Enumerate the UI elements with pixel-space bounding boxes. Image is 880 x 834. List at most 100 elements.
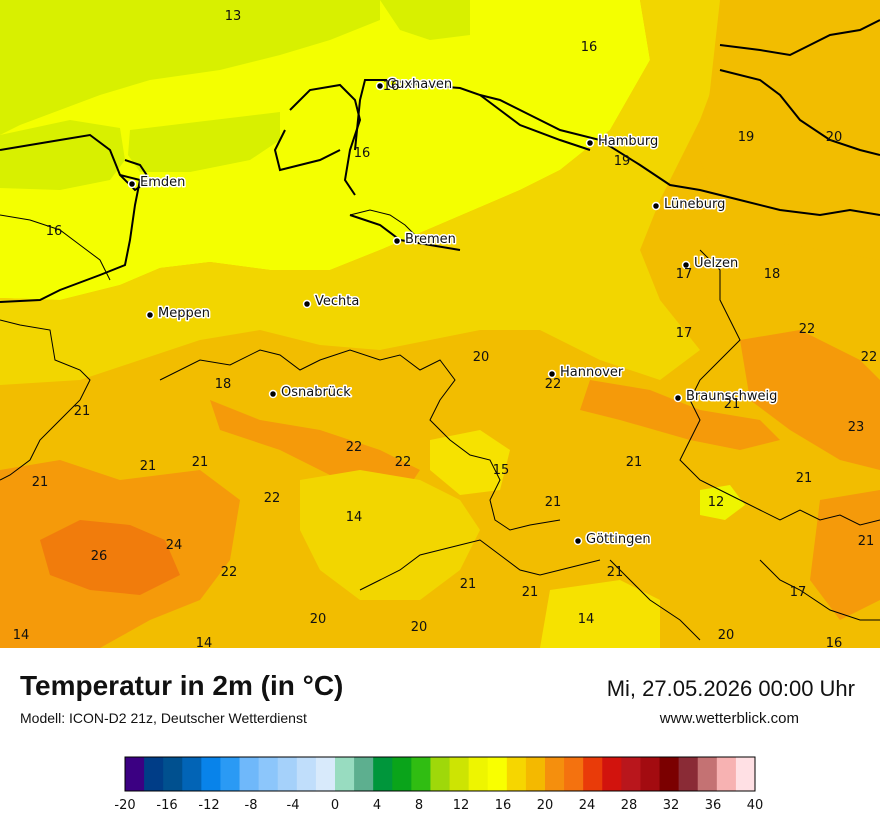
legend-swatch (392, 757, 412, 791)
coastline-lines (0, 19, 880, 303)
temp-value: 21 (724, 397, 741, 412)
temp-value: 21 (626, 455, 643, 470)
legend-tick-label: 16 (495, 798, 512, 813)
border-hesse (359, 539, 601, 591)
temperature-values: 13 16 16 16 19 20 19 16 17 18 17 22 20 2… (13, 9, 878, 648)
city-label-hannover: Hannover (560, 365, 624, 380)
city-label-lueneburg: Lüneburg (664, 197, 725, 212)
zone-14-south (540, 580, 660, 648)
footer: Temperatur in 2m (in °C) Modell: ICON-D2… (0, 648, 880, 830)
legend-swatch (564, 757, 584, 791)
legend-swatch (716, 757, 737, 791)
temp-value: 22 (395, 455, 412, 470)
legend-tick-label: -8 (245, 798, 258, 813)
border-saxony-anhalt (679, 249, 880, 526)
coastline-jade (289, 83, 362, 196)
city-label-uelzen: Uelzen (694, 256, 738, 271)
legend-swatch (697, 757, 718, 791)
legend-swatch (144, 757, 164, 791)
temp-value: 22 (346, 440, 363, 455)
city-dot (651, 201, 661, 211)
border-nl (0, 214, 111, 281)
temp-value: 22 (545, 377, 562, 392)
legend-tick-label: 0 (331, 798, 339, 813)
legend-swatch (659, 757, 680, 791)
website-link[interactable]: www.wetterblick.com (659, 710, 799, 727)
legend-tick-label: -16 (156, 798, 177, 813)
temp-value: 19 (614, 154, 631, 169)
temp-value: 21 (545, 495, 562, 510)
city-dot (375, 81, 385, 91)
temp-value: 16 (383, 79, 400, 94)
temp-value: 21 (460, 577, 477, 592)
legend-swatch (163, 757, 183, 791)
zone-22-east-3 (810, 490, 880, 620)
temp-value: 21 (32, 475, 49, 490)
zone-24-south-west (40, 520, 180, 595)
city-markers: Cuxhaven Hamburg Emden Lüneburg Bremen U… (127, 76, 779, 549)
legend-swatch (545, 757, 565, 791)
temp-value: 21 (192, 455, 209, 470)
zone-14-center (300, 470, 480, 600)
temp-value: 20 (473, 350, 490, 365)
legend-swatch (239, 757, 260, 791)
temp-value: 18 (764, 267, 781, 282)
legend-tick-label: 28 (621, 798, 638, 813)
city-dot (145, 310, 155, 320)
zone-22-east-2 (580, 380, 780, 450)
temp-value: 12 (708, 495, 725, 510)
legend-swatch (525, 757, 546, 791)
legend-tick-label: 4 (373, 798, 381, 813)
legend-swatch (335, 757, 355, 791)
zone-22-east (740, 330, 880, 470)
city-dot (585, 138, 595, 148)
zone-18 (0, 0, 730, 385)
map-title: Temperatur in 2m (in °C) (20, 670, 344, 701)
city-label-hamburg: Hamburg (598, 134, 658, 149)
coastline-east-frisia (0, 174, 142, 303)
city-dot (268, 389, 278, 399)
temp-value: 14 (578, 612, 595, 627)
legend-swatch (220, 757, 241, 791)
legend-tick-label: 12 (453, 798, 470, 813)
legend-tick-label: 32 (663, 798, 680, 813)
temp-value: 22 (264, 491, 281, 506)
temp-value: 16 (46, 224, 63, 239)
coastline-nw (0, 133, 152, 192)
city-dot (127, 179, 137, 189)
city-label-vechta: Vechta (315, 294, 359, 309)
border-west (0, 319, 91, 481)
temp-value: 24 (166, 538, 183, 553)
legend-swatch (449, 757, 470, 791)
border-south-hesse (609, 559, 701, 641)
legend-tick-label: 40 (747, 798, 764, 813)
temp-value: 21 (140, 459, 157, 474)
legend-tick-label: -12 (198, 798, 219, 813)
sea-area-2 (380, 0, 470, 40)
border-bremen (349, 209, 421, 241)
legend-swatch (354, 757, 374, 791)
legend-tick-label: 24 (579, 798, 596, 813)
temp-value: 20 (411, 620, 428, 635)
legend-swatch (583, 757, 603, 791)
zone-15 (430, 430, 510, 495)
city-label-braunschweig: Braunschweig (686, 389, 777, 404)
model-subtitle: Modell: ICON-D2 21z, Deutscher Wetterdie… (20, 710, 307, 726)
city-label-emden: Emden (140, 175, 185, 190)
legend-swatch (678, 757, 699, 791)
legend-tick-label: -20 (114, 798, 135, 813)
legend-swatch (430, 757, 451, 791)
temp-value: 26 (91, 549, 108, 564)
temp-value: 14 (196, 636, 213, 648)
coastline-ne-2 (719, 69, 880, 156)
temp-value: 16 (354, 146, 371, 161)
color-legend: -20 -16 -12 -8 -4 0 4 8 12 16 20 24 28 32 36 40 (0, 752, 880, 830)
city-dot (392, 236, 402, 246)
city-label-goettingen: Göttingen (586, 532, 651, 547)
city-label-cuxhaven: Cuxhaven (387, 77, 452, 92)
elbe-river (479, 94, 880, 217)
legend-swatch (640, 757, 661, 791)
temp-value: 17 (676, 267, 693, 282)
temp-value: 14 (346, 510, 363, 525)
temp-value: 21 (522, 585, 539, 600)
